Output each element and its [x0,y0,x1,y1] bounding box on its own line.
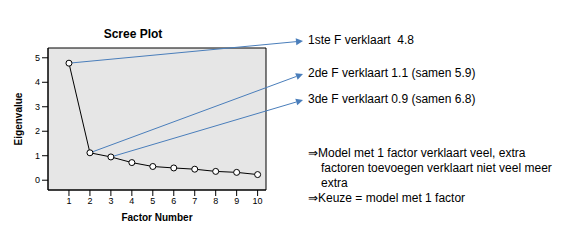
svg-text:1: 1 [66,196,71,206]
svg-text:5: 5 [150,196,155,206]
svg-text:Eigenvalue: Eigenvalue [13,92,24,145]
html-text:1ste F verklaart 4.8: 1ste F verklaart 4.8 [308,33,414,47]
svg-text:0: 0 [35,175,40,185]
svg-text:4: 4 [129,196,134,206]
svg-text:8: 8 [213,196,218,206]
svg-text:9: 9 [234,196,239,206]
html-text:3de F verklaart 0.9 (samen 6.8: 3de F verklaart 0.9 (samen 6.8) [308,92,476,106]
html-text:2de F verklaart 1.1 (samen 5.9: 2de F verklaart 1.1 (samen 5.9) [308,66,476,80]
svg-text:1: 1 [35,151,40,161]
html-text:Scree Plot: Scree Plot [103,27,163,41]
svg-text:3: 3 [35,102,40,112]
html-text:⇒Keuze = model met 1 factor: ⇒Keuze = model met 1 factor [308,191,466,205]
svg-text:6: 6 [171,196,176,206]
html-text:⇒Model met 1 factor verklaart: ⇒Model met 1 factor verklaart veel, extr… [308,146,552,190]
svg-text:4: 4 [35,77,40,87]
svg-text:5: 5 [35,53,40,63]
svg-text:3: 3 [108,196,113,206]
svg-text:10: 10 [253,196,263,206]
svg-text:Factor Number: Factor Number [121,212,192,223]
svg-text:2: 2 [35,126,40,136]
svg-text:2: 2 [87,196,92,206]
svg-text:7: 7 [192,196,197,206]
